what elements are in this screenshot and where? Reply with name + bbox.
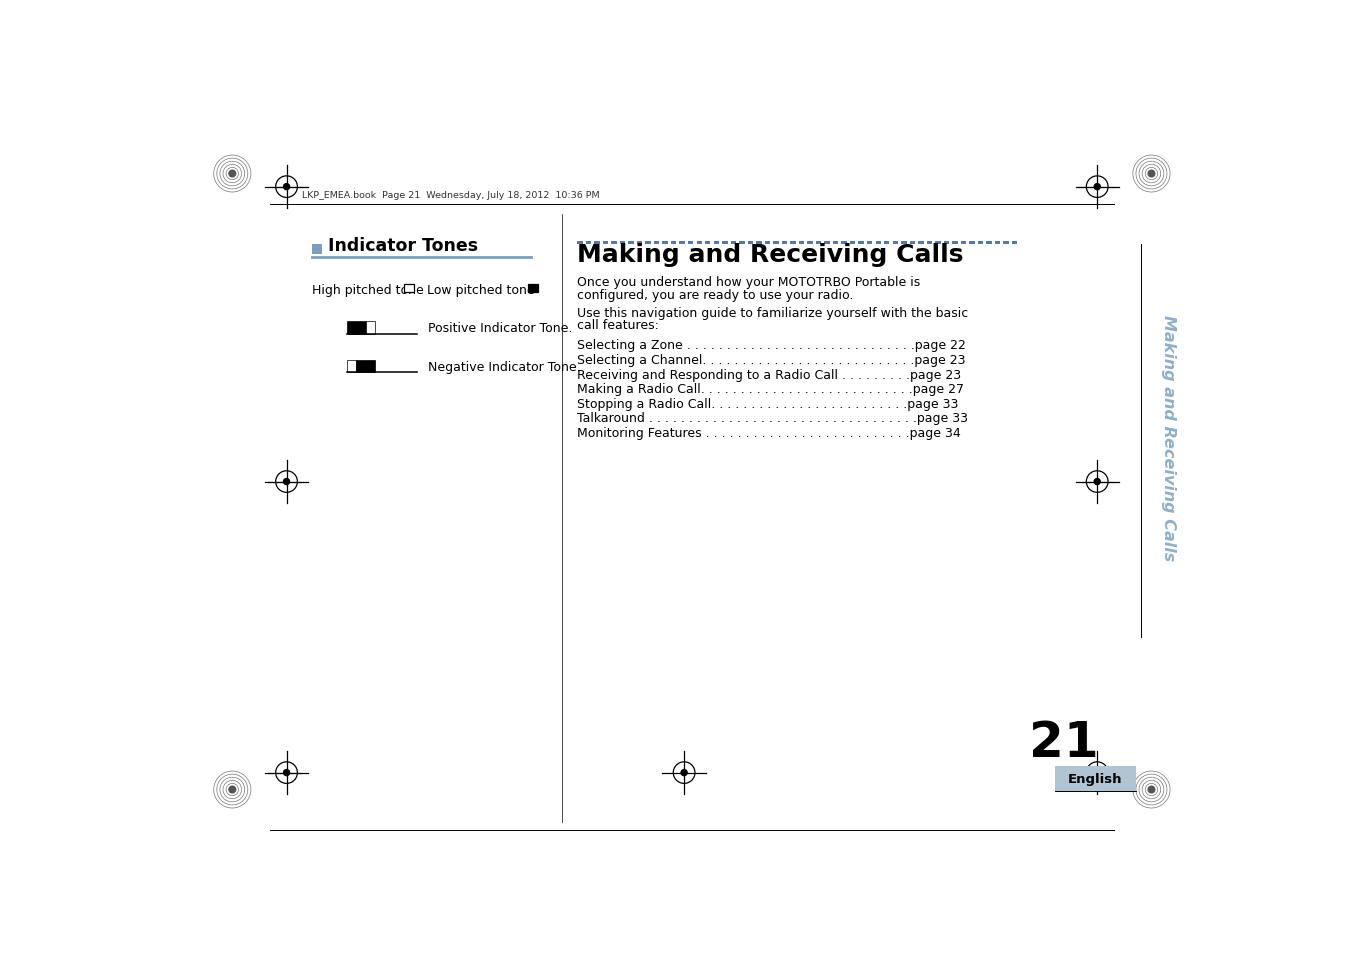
Text: Selecting a Zone . . . . . . . . . . . . . . . . . . . . . . . . . . . . .page 2: Selecting a Zone . . . . . . . . . . . .… bbox=[578, 339, 967, 352]
Bar bbox=[1003, 241, 1008, 244]
Bar bbox=[841, 241, 846, 244]
Bar bbox=[594, 241, 599, 244]
Bar bbox=[404, 284, 413, 293]
Bar bbox=[850, 241, 856, 244]
Circle shape bbox=[1148, 171, 1154, 177]
Text: High pitched tone: High pitched tone bbox=[312, 284, 424, 296]
Bar bbox=[1012, 241, 1018, 244]
Circle shape bbox=[230, 786, 236, 793]
Text: Positive Indicator Tone.: Positive Indicator Tone. bbox=[428, 322, 572, 335]
Bar bbox=[366, 322, 375, 335]
Circle shape bbox=[1148, 786, 1154, 793]
Circle shape bbox=[1094, 185, 1100, 191]
Text: 21: 21 bbox=[1029, 719, 1099, 766]
Text: Monitoring Features . . . . . . . . . . . . . . . . . . . . . . . . . .page 34: Monitoring Features . . . . . . . . . . … bbox=[578, 427, 961, 439]
Bar bbox=[969, 241, 975, 244]
Bar bbox=[910, 241, 915, 244]
Bar bbox=[987, 241, 992, 244]
Bar bbox=[355, 360, 375, 373]
Bar bbox=[936, 241, 941, 244]
Circle shape bbox=[1094, 770, 1100, 776]
Bar bbox=[688, 241, 694, 244]
Circle shape bbox=[682, 770, 687, 776]
Bar bbox=[892, 241, 898, 244]
Bar bbox=[347, 322, 366, 335]
Bar bbox=[884, 241, 890, 244]
Bar bbox=[628, 241, 633, 244]
Circle shape bbox=[284, 185, 290, 191]
Circle shape bbox=[284, 770, 290, 776]
Bar bbox=[663, 241, 668, 244]
Bar bbox=[740, 241, 745, 244]
Bar bbox=[790, 241, 795, 244]
Bar bbox=[586, 241, 591, 244]
Bar bbox=[799, 241, 805, 244]
Circle shape bbox=[1094, 479, 1100, 485]
Text: Stopping a Radio Call. . . . . . . . . . . . . . . . . . . . . . . . .page 33: Stopping a Radio Call. . . . . . . . . .… bbox=[578, 397, 958, 411]
Bar bbox=[926, 241, 931, 244]
Bar bbox=[900, 241, 907, 244]
Bar bbox=[952, 241, 957, 244]
Bar bbox=[1054, 766, 1135, 791]
Text: Once you understand how your MOTOTRBO Portable is: Once you understand how your MOTOTRBO Po… bbox=[578, 275, 921, 289]
Bar bbox=[697, 241, 702, 244]
Text: Making and Receiving Calls: Making and Receiving Calls bbox=[1161, 314, 1176, 560]
Bar bbox=[705, 241, 710, 244]
Bar bbox=[602, 241, 608, 244]
Bar bbox=[859, 241, 864, 244]
Bar bbox=[782, 241, 787, 244]
Text: LKP_EMEA.book  Page 21  Wednesday, July 18, 2012  10:36 PM: LKP_EMEA.book Page 21 Wednesday, July 18… bbox=[302, 191, 599, 200]
Bar bbox=[995, 241, 1000, 244]
Bar bbox=[825, 241, 830, 244]
Text: Use this navigation guide to familiarize yourself with the basic: Use this navigation guide to familiarize… bbox=[578, 307, 968, 319]
Circle shape bbox=[284, 479, 290, 485]
Text: English: English bbox=[1068, 773, 1122, 785]
Bar bbox=[764, 241, 769, 244]
Bar bbox=[347, 360, 355, 373]
Bar bbox=[815, 241, 821, 244]
Text: Receiving and Responding to a Radio Call . . . . . . . . .page 23: Receiving and Responding to a Radio Call… bbox=[578, 368, 961, 381]
Text: Selecting a Channel. . . . . . . . . . . . . . . . . . . . . . . . . . .page 23: Selecting a Channel. . . . . . . . . . .… bbox=[578, 354, 965, 367]
Bar bbox=[748, 241, 753, 244]
Bar bbox=[977, 241, 983, 244]
Text: configured, you are ready to use your radio.: configured, you are ready to use your ra… bbox=[578, 288, 853, 301]
Bar bbox=[867, 241, 872, 244]
Text: Making a Radio Call. . . . . . . . . . . . . . . . . . . . . . . . . . .page 27: Making a Radio Call. . . . . . . . . . .… bbox=[578, 383, 964, 395]
Bar bbox=[807, 241, 813, 244]
Bar bbox=[918, 241, 923, 244]
Bar bbox=[528, 284, 537, 293]
Text: Talkaround . . . . . . . . . . . . . . . . . . . . . . . . . . . . . . . . . .pa: Talkaround . . . . . . . . . . . . . . .… bbox=[578, 412, 968, 425]
Bar bbox=[722, 241, 728, 244]
Bar bbox=[944, 241, 949, 244]
Bar bbox=[612, 241, 617, 244]
Bar bbox=[679, 241, 684, 244]
Bar bbox=[961, 241, 967, 244]
Text: Making and Receiving Calls: Making and Receiving Calls bbox=[578, 243, 964, 267]
Bar bbox=[730, 241, 736, 244]
Bar bbox=[671, 241, 676, 244]
Bar bbox=[833, 241, 838, 244]
Text: call features:: call features: bbox=[578, 319, 659, 332]
Bar bbox=[876, 241, 882, 244]
Bar bbox=[645, 241, 651, 244]
Text: Low pitched tone: Low pitched tone bbox=[427, 284, 535, 296]
Bar bbox=[312, 244, 323, 255]
Text: Negative Indicator Tone.: Negative Indicator Tone. bbox=[428, 360, 580, 374]
Bar bbox=[774, 241, 779, 244]
Bar bbox=[620, 241, 625, 244]
Bar bbox=[756, 241, 761, 244]
Bar bbox=[578, 241, 583, 244]
Bar bbox=[714, 241, 720, 244]
Bar bbox=[653, 241, 659, 244]
Circle shape bbox=[230, 171, 236, 177]
Bar bbox=[637, 241, 643, 244]
Text: Indicator Tones: Indicator Tones bbox=[328, 236, 478, 254]
